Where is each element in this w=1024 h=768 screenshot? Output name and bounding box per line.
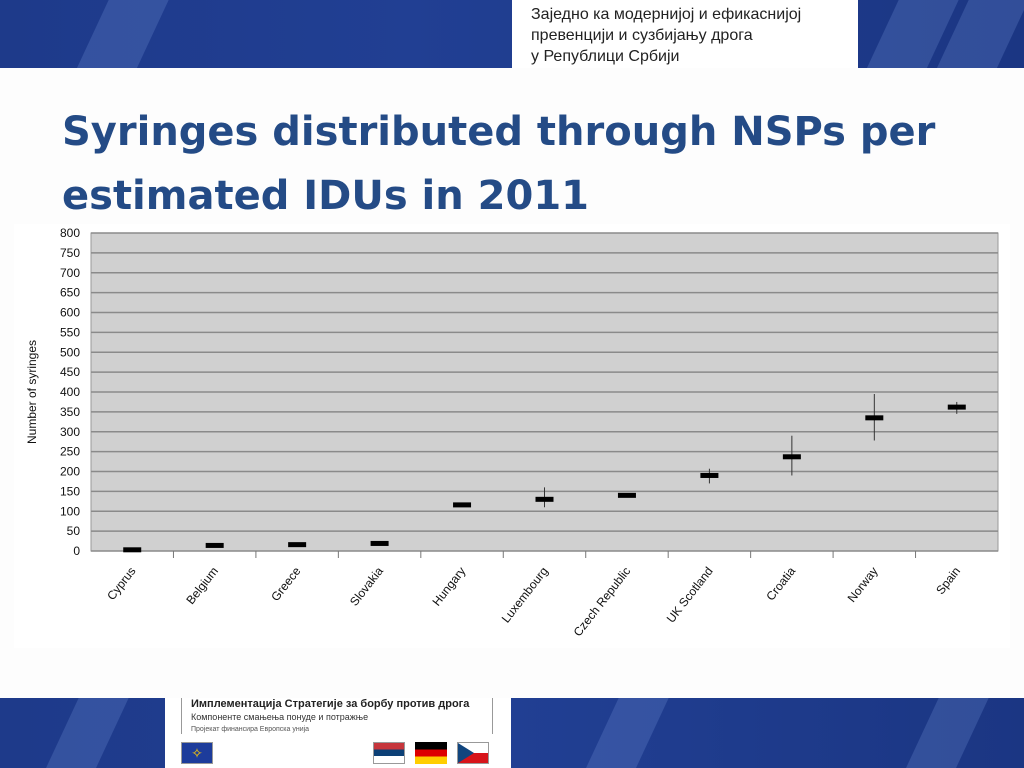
y-tick-label: 450 [60,365,80,379]
y-tick-label: 650 [60,286,80,300]
chart-container: 0 50 100 150 200 250 300 350 400 450 500 550 600 650 7… [14,224,1010,648]
footer-divider [181,698,182,734]
x-tick-label: Slovakia [347,564,386,609]
y-tick-label: 700 [60,266,80,280]
data-point-marker [865,415,884,421]
x-tick-label: Norway [845,564,881,605]
header-line-2: превенцији и сузбијању дрога [531,27,753,44]
data-point-marker [535,496,554,502]
x-tick-label: Cyprus [104,564,138,603]
footer-project-title: Имплементација Стратегије за борбу проти… [191,698,470,710]
footer-box: Имплементација Стратегије за борбу проти… [165,698,511,768]
slide-title: Syringes distributed through NSPs per es… [62,100,982,228]
y-tick-label: 100 [60,504,80,518]
x-tick-label: Czech Republic [571,564,634,639]
y-tick-label: 500 [60,345,80,359]
y-tick-label: 200 [60,465,80,479]
data-point-marker [947,404,966,410]
y-tick-label: 0 [73,544,80,558]
header-line-1: Заједно ка модернијој и ефикаснијој [531,6,802,23]
data-point-marker [288,542,307,548]
x-tick-label: Hungary [429,564,468,608]
x-tick-label: Spain [933,564,963,597]
x-tick-label: Croatia [763,564,798,603]
header-text-box: Заједно ка модернијој и ефикаснијој прев… [512,0,858,68]
data-point-marker [123,547,142,553]
x-tick-label: Belgium [183,564,221,607]
x-tick-label: Luxembourg [499,564,551,625]
y-tick-label: 550 [60,325,80,339]
y-tick-label: 50 [67,524,81,538]
data-point-marker [453,502,472,508]
data-point-marker [205,542,224,548]
y-tick-label: 600 [60,306,80,320]
y-axis-label: Number of syringes [25,340,39,444]
footer-funding: Пројекат финансира Европска унија [191,726,310,733]
x-tick-label: UK Scotland [664,564,716,625]
header-line-3: у Републици Србији [531,48,680,65]
serbia-flag-icon [373,742,405,764]
data-point-marker [782,454,801,460]
data-point-marker [617,492,636,498]
footer-divider [492,698,493,734]
eu-flag-icon: ✧ [181,742,213,764]
slide-title-line-1: Syringes distributed through NSPs per [62,109,936,155]
y-tick-label: 250 [60,445,80,459]
y-tick-label: 300 [60,425,80,439]
slide-title-line-2: estimated IDUs in 2011 [62,173,589,219]
y-tick-label: 750 [60,246,80,260]
y-tick-label: 150 [60,484,80,498]
footer-component: Компоненте смањења понуде и потражње [191,712,369,722]
syringes-chart: 0 50 100 150 200 250 300 350 400 450 500 550 600 650 7… [25,226,999,639]
x-tick-label: Greece [268,564,303,604]
germany-flag-icon [415,742,447,764]
data-point-marker [370,540,389,546]
data-point-marker [700,472,719,478]
czech-flag-icon [457,742,489,764]
bottom-banner [0,698,1024,768]
y-tick-label: 800 [60,226,80,240]
y-tick-label: 400 [60,385,80,399]
y-tick-label: 350 [60,405,80,419]
